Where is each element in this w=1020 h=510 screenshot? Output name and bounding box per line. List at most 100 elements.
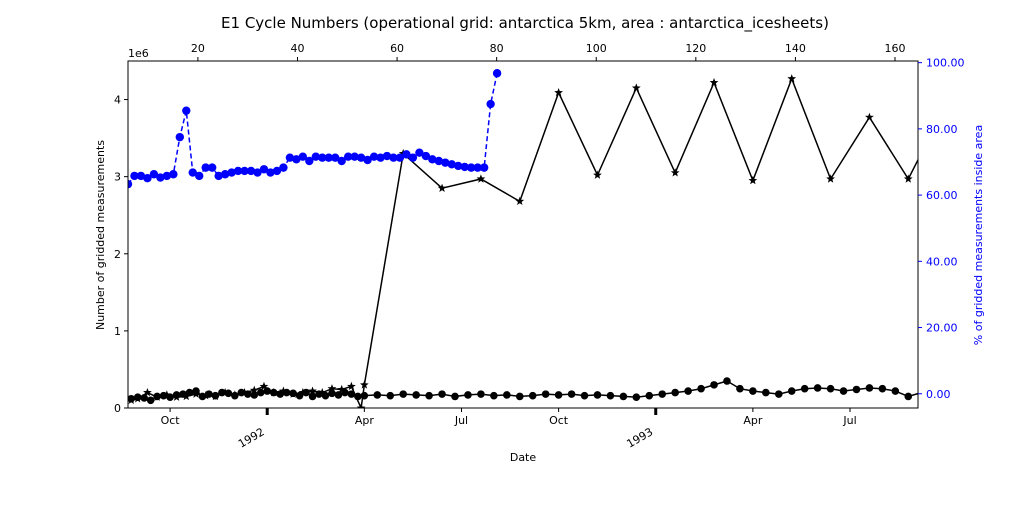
data-point-circle [541,390,550,398]
data-point-star [308,386,317,395]
data-point-circle [172,391,181,399]
axes-layer [127,60,919,409]
data-point-circle [395,153,405,162]
x-axis-label: Date [510,451,537,464]
data-point-circle [201,163,210,172]
data-point-circle [350,152,359,161]
data-point-circle [276,390,284,398]
data-point-circle [341,388,349,397]
data-point-circle [490,391,498,400]
right-tick-label: 60.00 [926,189,958,202]
data-point-circle [156,173,165,182]
top-tick-label: 120 [685,42,706,55]
data-point-circle [904,392,913,401]
data-point-star [347,381,356,391]
data-point-circle [253,168,262,177]
data-point-circle [185,388,194,397]
data-point-circle [162,171,172,181]
data-point-circle [865,384,874,392]
data-point-circle [214,171,223,181]
data-point-circle [774,390,783,398]
data-point-circle [308,392,317,401]
data-point-circle [826,384,835,393]
data-point-star [259,381,269,391]
data-point-circle [428,155,437,164]
data-point-circle [266,168,275,177]
data-point-circle [295,391,304,400]
data-point-circle [227,168,236,177]
data-point-circle [256,388,265,397]
data-point-circle [787,387,796,395]
right-axis: 0.00 20.00 40.00 60.00 80.00 100.00 [918,57,965,401]
data-point-circle [466,163,476,172]
data-point-circle [321,391,330,400]
y-axis-label: Number of gridded measurements [94,140,107,330]
data-point-circle [195,171,204,181]
data-point-circle [852,385,861,394]
data-point-star [593,170,602,179]
right-tick-label: 0.00 [926,388,951,401]
data-point-circle [408,153,418,162]
left-tick-label: 4 [114,94,121,107]
data-point-star [359,380,369,389]
data-point-circle [272,166,282,176]
data-point-circle [580,391,589,400]
data-point-circle [259,165,269,174]
data-point-circle [324,153,333,162]
data-point-circle [128,179,133,189]
month-tick-label: Jul [454,414,468,427]
data-point-star [554,88,563,97]
data-point-circle [311,152,320,161]
data-point-circle [136,171,146,181]
data-point-circle [315,390,323,398]
data-point-circle [554,391,563,399]
left-tick-label: 3 [114,171,121,184]
left-tick-label: 0 [114,402,121,415]
right-tick-label: 100.00 [926,57,965,70]
data-point-circle [619,392,628,401]
data-point-circle [736,384,744,393]
data-point-circle [246,166,256,176]
data-point-circle [800,384,809,393]
data-point-circle [318,153,327,162]
month-tick-label: Oct [549,414,569,427]
y-scale-label: 1e6 [128,47,149,60]
data-point-circle [460,162,469,172]
data-point-circle [292,155,301,164]
data-point-circle [233,166,243,176]
data-point-circle [369,152,379,161]
data-point-circle [454,161,463,171]
data-point-star [865,112,874,122]
data-point-circle [179,390,187,398]
data-point-circle [237,388,246,397]
data-point-circle [153,392,161,401]
data-point-circle [421,151,431,161]
top-axis: 20 40 60 80 100 120 140 160 [191,42,905,61]
month-tick-label: Oct [161,414,181,427]
right-tick-label: 80.00 [926,123,958,136]
data-point-circle [441,158,450,167]
year-tick-label: 1992 [236,425,267,450]
data-point-circle [243,390,252,398]
data-point-circle [302,388,310,397]
y2-axis-label: % of gridded measurements inside area [972,125,985,345]
data-point-circle [477,390,485,398]
data-point-circle [159,391,168,400]
year-tick-label: 1993 [624,425,655,450]
data-point-circle [175,132,185,142]
data-point-circle [285,153,295,162]
data-point-circle [360,391,369,400]
data-point-circle [658,390,667,398]
data-point-circle [231,391,239,400]
chart-title: E1 Cycle Numbers (operational grid: anta… [221,14,829,33]
data-point-circle [451,392,459,401]
year-tick-mark [654,408,658,415]
data-point-circle [479,163,489,172]
data-point-circle [425,391,433,400]
data-point-circle [169,170,178,179]
data-point-star [515,196,525,206]
data-point-circle [331,153,340,162]
data-point-circle [813,384,822,392]
data-point-circle [671,388,679,397]
data-point-star [748,175,758,185]
